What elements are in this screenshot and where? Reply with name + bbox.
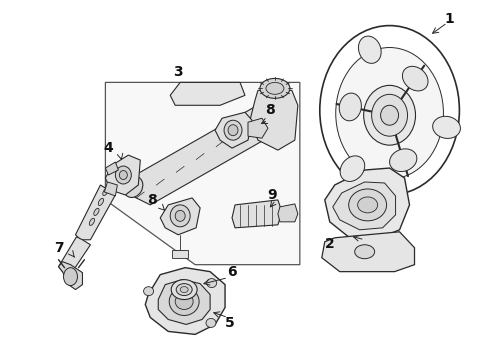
Polygon shape	[104, 182, 118, 196]
Polygon shape	[145, 268, 225, 334]
Polygon shape	[58, 237, 91, 272]
Polygon shape	[170, 82, 245, 105]
Ellipse shape	[390, 149, 417, 171]
Ellipse shape	[89, 218, 95, 225]
Ellipse shape	[144, 287, 153, 296]
Ellipse shape	[175, 293, 193, 310]
Ellipse shape	[364, 85, 416, 145]
Polygon shape	[105, 82, 300, 265]
Ellipse shape	[433, 116, 461, 138]
Ellipse shape	[266, 82, 284, 94]
Ellipse shape	[224, 120, 242, 140]
Text: 5: 5	[225, 316, 235, 330]
Ellipse shape	[103, 188, 108, 195]
Ellipse shape	[180, 287, 188, 293]
Polygon shape	[105, 155, 140, 195]
Ellipse shape	[260, 78, 290, 98]
Text: 1: 1	[444, 12, 454, 26]
Polygon shape	[215, 112, 252, 148]
Ellipse shape	[98, 198, 103, 206]
Polygon shape	[232, 200, 282, 228]
Ellipse shape	[355, 245, 375, 259]
Ellipse shape	[175, 210, 185, 221]
Polygon shape	[75, 185, 115, 240]
Ellipse shape	[359, 36, 381, 63]
Text: 8: 8	[265, 103, 275, 117]
Text: 2: 2	[325, 237, 335, 251]
Ellipse shape	[115, 166, 131, 184]
Ellipse shape	[402, 66, 428, 91]
Ellipse shape	[381, 105, 398, 125]
Text: 4: 4	[103, 141, 113, 155]
Text: 6: 6	[227, 265, 237, 279]
Ellipse shape	[336, 48, 443, 179]
Polygon shape	[278, 204, 298, 222]
Polygon shape	[333, 182, 395, 230]
Ellipse shape	[339, 93, 362, 121]
Ellipse shape	[358, 197, 378, 213]
Ellipse shape	[206, 319, 216, 328]
Ellipse shape	[120, 171, 127, 180]
Polygon shape	[322, 232, 415, 272]
Ellipse shape	[169, 288, 199, 315]
Ellipse shape	[94, 208, 99, 216]
Polygon shape	[158, 280, 210, 324]
Ellipse shape	[320, 26, 460, 195]
Ellipse shape	[340, 156, 365, 181]
Ellipse shape	[228, 125, 238, 136]
Ellipse shape	[64, 268, 77, 285]
Polygon shape	[250, 90, 298, 150]
Ellipse shape	[176, 284, 192, 296]
Text: 7: 7	[54, 241, 63, 255]
Ellipse shape	[170, 205, 190, 227]
Ellipse shape	[171, 280, 197, 300]
Text: 3: 3	[173, 66, 183, 80]
Ellipse shape	[371, 94, 408, 136]
Text: 8: 8	[147, 193, 157, 207]
Polygon shape	[172, 250, 188, 258]
Polygon shape	[58, 262, 82, 289]
Text: 9: 9	[267, 188, 277, 202]
Ellipse shape	[349, 189, 387, 221]
Polygon shape	[160, 198, 200, 235]
Ellipse shape	[207, 279, 217, 288]
Polygon shape	[105, 162, 119, 175]
Polygon shape	[325, 168, 410, 240]
Polygon shape	[248, 118, 268, 138]
Polygon shape	[121, 95, 290, 205]
Ellipse shape	[124, 176, 143, 198]
